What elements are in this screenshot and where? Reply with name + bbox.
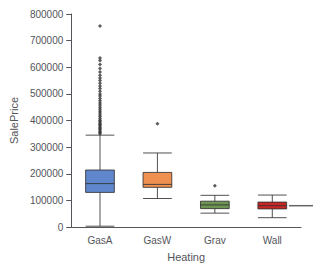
svg-text:800000: 800000	[30, 9, 64, 20]
svg-text:Heating: Heating	[167, 251, 205, 263]
svg-text:500000: 500000	[30, 88, 64, 99]
svg-text:GasA: GasA	[87, 235, 112, 246]
svg-text:300000: 300000	[30, 142, 64, 153]
svg-text:Grav: Grav	[204, 235, 226, 246]
svg-text:SalePrice: SalePrice	[8, 97, 20, 144]
svg-text:400000: 400000	[30, 115, 64, 126]
svg-text:GasW: GasW	[144, 235, 172, 246]
svg-text:700000: 700000	[30, 35, 64, 46]
svg-text:Wall: Wall	[263, 235, 282, 246]
svg-text:600000: 600000	[30, 62, 64, 73]
svg-text:0: 0	[58, 222, 64, 233]
svg-text:200000: 200000	[30, 168, 64, 179]
svg-text:100000: 100000	[30, 195, 64, 206]
